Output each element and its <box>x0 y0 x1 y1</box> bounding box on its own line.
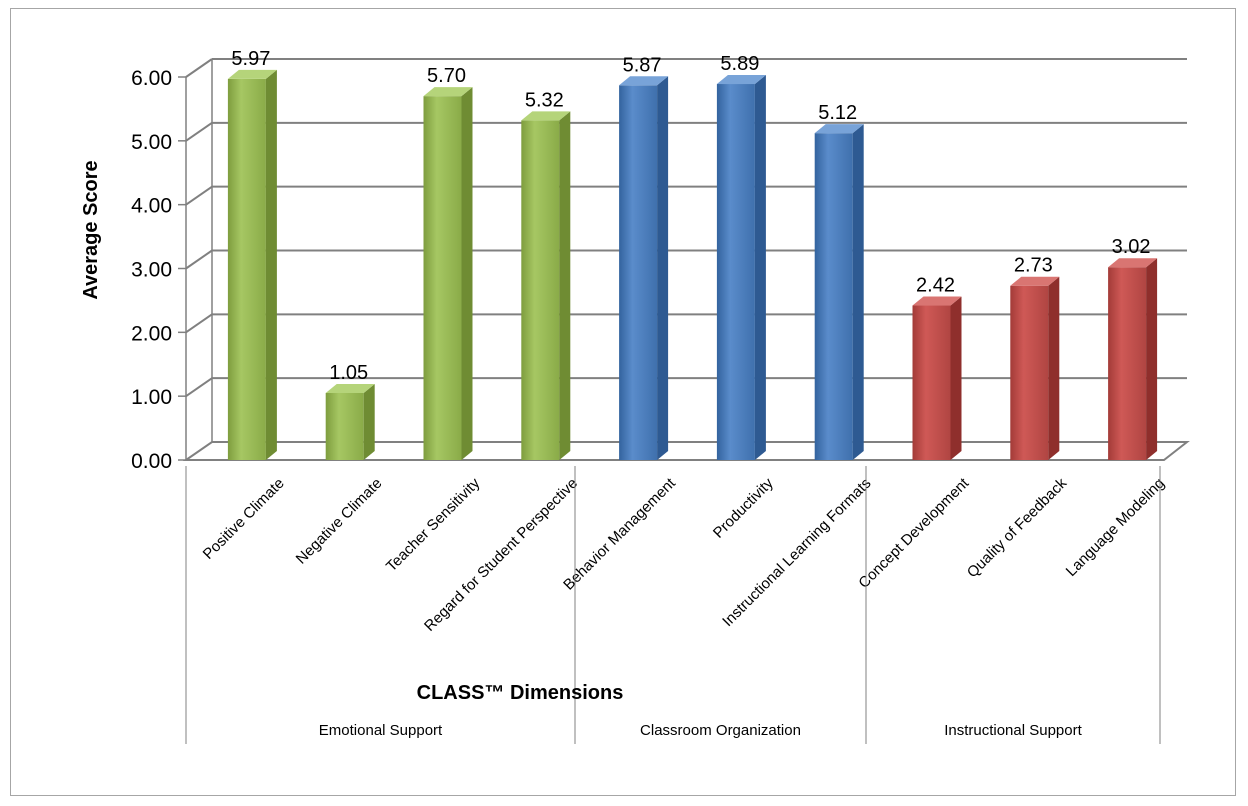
bar-top <box>325 383 375 393</box>
y-tick-label: 1.00 <box>131 386 172 409</box>
bar <box>521 111 571 460</box>
category-label: Negative Climate <box>293 475 386 568</box>
bar <box>814 124 864 460</box>
gridline-diag <box>185 58 213 78</box>
data-labels: 5.97 1.05 5.70 5.32 5.87 5.89 5.12 2.42 2.73 3.02 <box>231 48 1150 384</box>
category-label: Teacher Sensitivity <box>383 474 484 575</box>
bar-top <box>227 69 277 79</box>
data-label: 2.42 <box>916 275 955 297</box>
category-label: Productivity <box>710 474 777 541</box>
bar-side <box>852 124 864 460</box>
bar <box>423 87 473 461</box>
data-label: 2.73 <box>1014 255 1053 277</box>
y-tick-label: 0.00 <box>131 450 172 473</box>
category-label: Behavior Management <box>560 474 679 593</box>
bar-front <box>1108 267 1147 460</box>
bar-side <box>265 69 277 460</box>
data-label: 3.02 <box>1112 236 1151 258</box>
y-tick-label: 6.00 <box>131 67 172 90</box>
bar-side <box>657 76 669 460</box>
bar-side <box>1048 276 1060 460</box>
bar-side <box>559 111 571 460</box>
group-label: Emotional Support <box>319 722 443 739</box>
bar-top <box>912 296 962 306</box>
category-label: Concept Development <box>855 474 973 592</box>
bar <box>912 296 962 460</box>
bar <box>1108 258 1158 460</box>
category-label: Regard for Student Perspective <box>421 475 581 635</box>
bar-top <box>716 75 766 85</box>
y-tick-label: 3.00 <box>131 259 172 282</box>
data-label: 5.70 <box>427 65 466 87</box>
y-tick-label: 2.00 <box>131 322 172 345</box>
category-label: Positive Climate <box>200 475 288 563</box>
data-label: 5.97 <box>231 48 270 70</box>
bar-side <box>363 383 375 460</box>
bar <box>325 383 375 460</box>
bar-side <box>461 87 473 461</box>
y-tick-label: 5.00 <box>131 131 172 154</box>
category-labels: Positive Climate Negative ClimateTeacher … <box>200 474 1168 635</box>
y-axis-title: Average Score <box>80 160 102 299</box>
category-label: Quality of Feedback <box>964 474 1071 581</box>
data-label: 5.32 <box>525 89 564 111</box>
bar-side <box>1146 258 1158 460</box>
group-labels: Emotional Support Classroom Organization I… <box>185 466 1161 744</box>
group-label: Classroom Organization <box>640 722 801 739</box>
bar-top <box>423 87 473 97</box>
bar-front <box>423 96 462 461</box>
category-label: Language Modeling <box>1063 475 1168 580</box>
bar-front <box>521 120 560 460</box>
data-label: 1.05 <box>329 362 368 384</box>
bar-top <box>814 124 864 134</box>
gridline-diag <box>185 122 213 142</box>
data-label: 5.89 <box>720 53 759 75</box>
bar-front <box>716 84 755 460</box>
bar <box>619 76 669 460</box>
bar <box>716 75 766 460</box>
bar-side <box>754 75 766 460</box>
bar-side <box>950 296 962 460</box>
gridline-diag <box>185 185 213 206</box>
bar-top <box>619 76 669 86</box>
bar-top <box>521 111 571 121</box>
gridline-diag <box>185 377 213 397</box>
bar-front <box>814 133 853 460</box>
bars <box>227 69 1158 461</box>
x-axis-title: CLASS™ Dimensions <box>417 682 624 704</box>
y-tick-label: 4.00 <box>131 195 172 218</box>
gridline-diag <box>185 249 213 270</box>
bar <box>227 69 277 460</box>
gridline-diag <box>185 313 213 334</box>
group-label: Instructional Support <box>944 722 1082 739</box>
data-label: 5.87 <box>623 54 662 76</box>
bar-top <box>1010 276 1060 286</box>
bar <box>1010 276 1060 460</box>
bar-front <box>912 305 951 460</box>
bar-front <box>1010 285 1049 460</box>
bar-top <box>1108 258 1158 268</box>
bar-front <box>325 392 364 460</box>
axes: 0.00 1.00 2.00 3.00 4.00 5.00 6.00 <box>131 59 1190 473</box>
bar-front <box>227 78 266 460</box>
bar-front <box>619 85 658 460</box>
data-label: 5.12 <box>818 102 857 124</box>
